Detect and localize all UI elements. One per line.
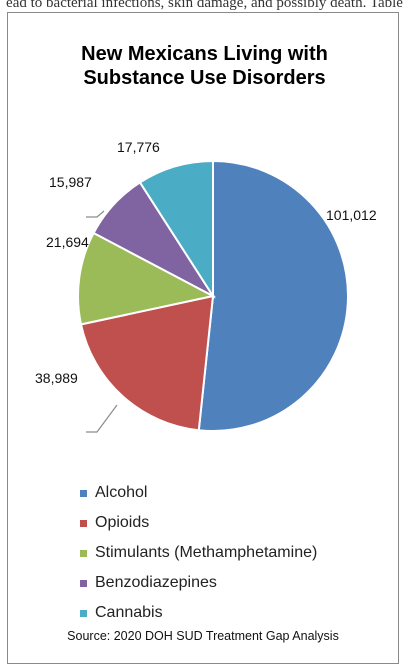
legend-label-alcohol: Alcohol <box>95 484 148 501</box>
data-label-cannabis: 17,776 <box>117 139 160 155</box>
legend-item-benzodiazepines: Benzodiazepines <box>80 568 317 598</box>
pie-slice-alcohol <box>197 159 349 432</box>
legend-item-stimulants: Stimulants (Methamphetamine) <box>80 538 317 568</box>
data-label-benzodiazepines: 15,987 <box>49 174 92 190</box>
pie-slice-cannabis <box>138 159 214 300</box>
pie-slice-opioids <box>79 294 215 432</box>
chart-title: New Mexicans Living with Substance Use D… <box>10 42 399 90</box>
data-label-opioids: 38,989 <box>35 370 78 386</box>
data-label-alcohol: 101,012 <box>326 207 377 223</box>
pie-slice-stimulants <box>77 231 216 326</box>
legend-swatch-benzodiazepines <box>80 579 87 587</box>
legend-swatch-alcohol <box>80 489 87 497</box>
legend-label-stimulants: Stimulants (Methamphetamine) <box>95 544 318 561</box>
legend-swatch-stimulants <box>80 549 87 557</box>
legend-item-cannabis: Cannabis <box>80 598 317 628</box>
chart-source: Source: 2020 DOH SUD Treatment Gap Analy… <box>67 629 339 643</box>
legend-item-opioids: Opioids <box>80 508 317 538</box>
legend-label-cannabis: Cannabis <box>95 604 163 621</box>
leader-line-benzodiazepines <box>86 210 105 218</box>
chart-title-line-2: Substance Use Disorders <box>83 67 326 89</box>
legend-swatch-cannabis <box>80 609 87 617</box>
data-label-stimulants: 21,694 <box>46 234 89 250</box>
leader-line-opioids <box>86 404 118 433</box>
chart-title-line-1: New Mexicans Living with <box>81 43 328 65</box>
legend-item-alcohol: Alcohol <box>80 478 317 508</box>
legend-label-benzodiazepines: Benzodiazepines <box>95 574 217 591</box>
legend-label-opioids: Opioids <box>95 514 150 531</box>
legend-swatch-opioids <box>80 519 87 527</box>
chart-legend: Alcohol Opioids Stimulants (Methamphetam… <box>80 478 317 628</box>
